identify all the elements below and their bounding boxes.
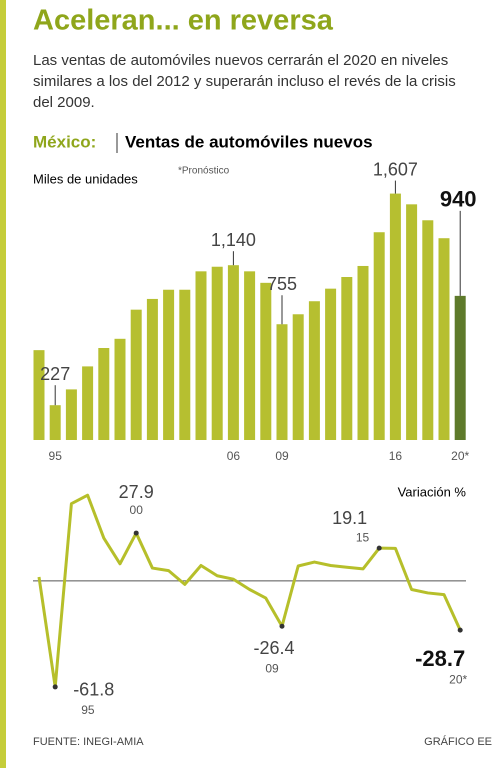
value-label: 227 (40, 364, 70, 384)
value-label: 1,607 (373, 159, 418, 179)
bar (341, 277, 353, 440)
x-tick-label: 95 (49, 449, 63, 463)
side-strip (0, 0, 6, 768)
bar (163, 289, 175, 440)
title: Aceleran... en reversa (33, 5, 334, 37)
bar (308, 301, 320, 440)
chart-title: Ventas de automóviles nuevos (125, 132, 373, 151)
x-tick-label: 16 (389, 449, 403, 463)
point (376, 545, 382, 551)
note: *Pronóstico (178, 166, 230, 177)
value-label: -26.4 (253, 638, 294, 658)
bar (65, 389, 77, 440)
point-label: 15 (356, 530, 370, 544)
value-label: 755 (267, 274, 297, 294)
value-label: 1,140 (211, 230, 256, 250)
x-tick-label: 20* (451, 449, 469, 463)
point-label: 95 (81, 703, 95, 717)
point (279, 623, 285, 629)
bar (227, 265, 239, 440)
source: FUENTE: INEGI-AMIA (33, 736, 144, 748)
bar (373, 232, 385, 440)
bar (82, 366, 94, 440)
point-label: 20* (449, 672, 467, 686)
bar (98, 348, 110, 440)
bar (179, 289, 191, 440)
value-label: 27.9 (119, 482, 154, 502)
bar (422, 220, 434, 440)
point-label: 09 (265, 661, 279, 675)
bar (211, 266, 223, 440)
bar (454, 295, 466, 440)
point (133, 530, 139, 536)
region: México: (33, 132, 96, 151)
credit: GRÁFICO EE (424, 735, 492, 748)
bar (114, 338, 126, 440)
bar (276, 324, 288, 440)
value-label: 19.1 (332, 508, 367, 528)
bar (260, 282, 272, 440)
bar (357, 265, 369, 440)
y-label: Miles de unidades (33, 171, 138, 186)
point (457, 627, 463, 633)
value-label: 940 (440, 187, 477, 212)
bar (33, 350, 45, 440)
point-label: 00 (130, 503, 144, 517)
bar (49, 405, 61, 440)
bar (244, 271, 256, 440)
bar (195, 271, 207, 440)
line (37, 493, 462, 689)
bar (438, 238, 450, 440)
x-tick-label: 09 (275, 449, 289, 463)
bar (325, 288, 337, 440)
bar (389, 193, 401, 440)
bar (146, 298, 158, 440)
point (52, 684, 58, 690)
bar (292, 314, 304, 440)
bar (406, 204, 418, 440)
y-label: Variación % (398, 484, 467, 499)
value-label: -28.7 (415, 646, 465, 671)
value-label: -61.8 (73, 680, 114, 700)
subtitle: Las ventas de automóviles nuevos cerrará… (33, 52, 456, 111)
bar (130, 309, 142, 440)
x-tick-label: 06 (227, 449, 241, 463)
